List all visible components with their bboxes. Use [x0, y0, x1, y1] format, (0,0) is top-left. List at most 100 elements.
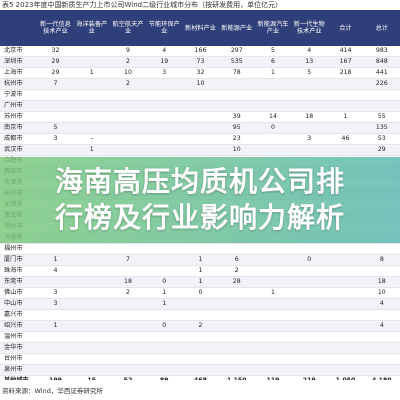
value-cell: 6 — [218, 254, 255, 267]
value-cell: 18 — [109, 276, 147, 289]
table-row: 东莞市 18 0 1 28 18 — [0, 276, 400, 289]
value-cell — [254, 243, 292, 256]
value-cell — [73, 254, 110, 267]
value-cell — [327, 254, 364, 267]
value-cell — [254, 133, 292, 146]
value-cell: 0 — [146, 320, 183, 333]
value-cell: 199 — [37, 375, 74, 380]
value-cell: 1 — [327, 111, 364, 124]
table-row: 福州市 — [0, 243, 400, 256]
value-cell — [182, 243, 219, 256]
city-cell: 泉州市 — [0, 364, 38, 377]
value-cell: 46 — [327, 133, 364, 146]
city-cell: 上海市 — [0, 67, 38, 80]
value-cell — [291, 265, 328, 278]
value-cell — [37, 276, 74, 289]
value-cell: 2 — [109, 78, 147, 91]
table-row: 温州市 — [0, 331, 400, 344]
city-cell: 深圳市 — [0, 56, 38, 69]
value-cell — [146, 331, 183, 344]
column-header: 航空航天产业 — [112, 21, 144, 35]
value-cell: 1 — [254, 67, 292, 80]
value-cell — [146, 144, 183, 157]
value-cell — [363, 309, 400, 322]
value-cell — [109, 309, 147, 322]
header-row: 新一代信息技术产业 海洋装备产业 航空航天产业 节能环保产业 新材料产业 新能源产业 新能源… — [0, 10, 400, 46]
value-cell — [291, 243, 328, 256]
value-cell: 848 — [363, 56, 400, 69]
value-cell — [182, 133, 219, 146]
city-cell: 成都市 — [0, 133, 38, 146]
column-header: 节能环保产业 — [148, 21, 180, 35]
value-cell — [218, 364, 255, 377]
value-cell — [291, 342, 328, 355]
value-cell: 10 — [109, 67, 147, 80]
value-cell — [146, 254, 183, 267]
value-cell — [182, 298, 219, 311]
overlay-title: 海南高压均质机公司排 行榜及行业影响力解析 — [0, 157, 400, 243]
table-header: 新一代信息技术产业 海洋装备产业 航空航天产业 节能环保产业 新材料产业 新能源产业 新能源… — [0, 10, 400, 46]
column-header — [0, 10, 37, 46]
value-cell: 468 — [182, 375, 219, 380]
value-cell: 0 — [291, 254, 328, 267]
value-cell: 1,050 — [327, 375, 364, 380]
city-cell: 其他城市 — [0, 375, 38, 380]
value-cell: 3 — [37, 298, 74, 311]
value-cell: 78 — [218, 67, 255, 80]
value-cell: 135 — [363, 122, 400, 135]
city-cell: 杭州市 — [0, 78, 38, 91]
value-cell: 1 — [254, 287, 292, 300]
city-cell: 武汉市 — [0, 144, 38, 157]
value-cell: 10 — [363, 287, 400, 300]
value-cell: 14 — [254, 111, 292, 124]
value-cell — [146, 353, 183, 366]
value-cell — [73, 100, 110, 113]
value-cell — [327, 243, 364, 256]
source-note: 资料来源：Wind，华西证券研究所 — [2, 387, 103, 395]
value-cell: 1,150 — [218, 375, 255, 380]
value-cell: 226 — [363, 78, 400, 91]
value-cell — [254, 331, 292, 344]
value-cell: 29 — [37, 67, 74, 80]
value-cell: 29 — [37, 56, 74, 69]
value-cell — [218, 78, 255, 91]
table-row: 厦门市 1 7 1 6 0 8 — [0, 254, 400, 267]
value-cell: 10 — [218, 144, 255, 157]
value-cell: 8 — [363, 254, 400, 267]
value-cell — [109, 122, 147, 135]
value-cell — [218, 331, 255, 344]
value-cell — [37, 342, 74, 355]
value-cell — [182, 144, 219, 157]
value-cell — [73, 298, 110, 311]
value-cell — [146, 265, 183, 278]
value-cell: 1 — [73, 67, 110, 80]
value-cell — [218, 298, 255, 311]
value-cell — [109, 342, 147, 355]
value-cell: 2 — [109, 56, 147, 69]
city-cell: 北京市 — [0, 46, 38, 58]
value-cell — [37, 144, 74, 157]
value-cell: – — [73, 133, 110, 146]
value-cell: 441 — [363, 67, 400, 80]
value-cell — [73, 320, 110, 333]
value-cell — [218, 100, 255, 113]
value-cell — [363, 243, 400, 256]
value-cell — [73, 342, 110, 355]
value-cell — [109, 111, 147, 124]
value-cell — [254, 254, 292, 267]
value-cell: 3 — [37, 133, 74, 146]
city-cell: 东莞市 — [0, 276, 38, 289]
value-cell: 5 — [37, 122, 74, 135]
column-header: 合计 — [339, 24, 352, 32]
value-cell: 1 — [182, 276, 219, 289]
value-cell: 1 — [73, 144, 110, 157]
value-cell — [218, 287, 255, 300]
value-cell: 13 — [291, 56, 328, 69]
table-row: 绍兴市 1 0 2 4 — [0, 320, 400, 333]
value-cell: 89 — [146, 375, 183, 380]
value-cell — [146, 89, 183, 102]
value-cell: 4,180 — [363, 375, 400, 380]
value-cell — [182, 89, 219, 102]
value-cell: 0 — [254, 122, 292, 135]
value-cell: 4 — [37, 265, 74, 278]
